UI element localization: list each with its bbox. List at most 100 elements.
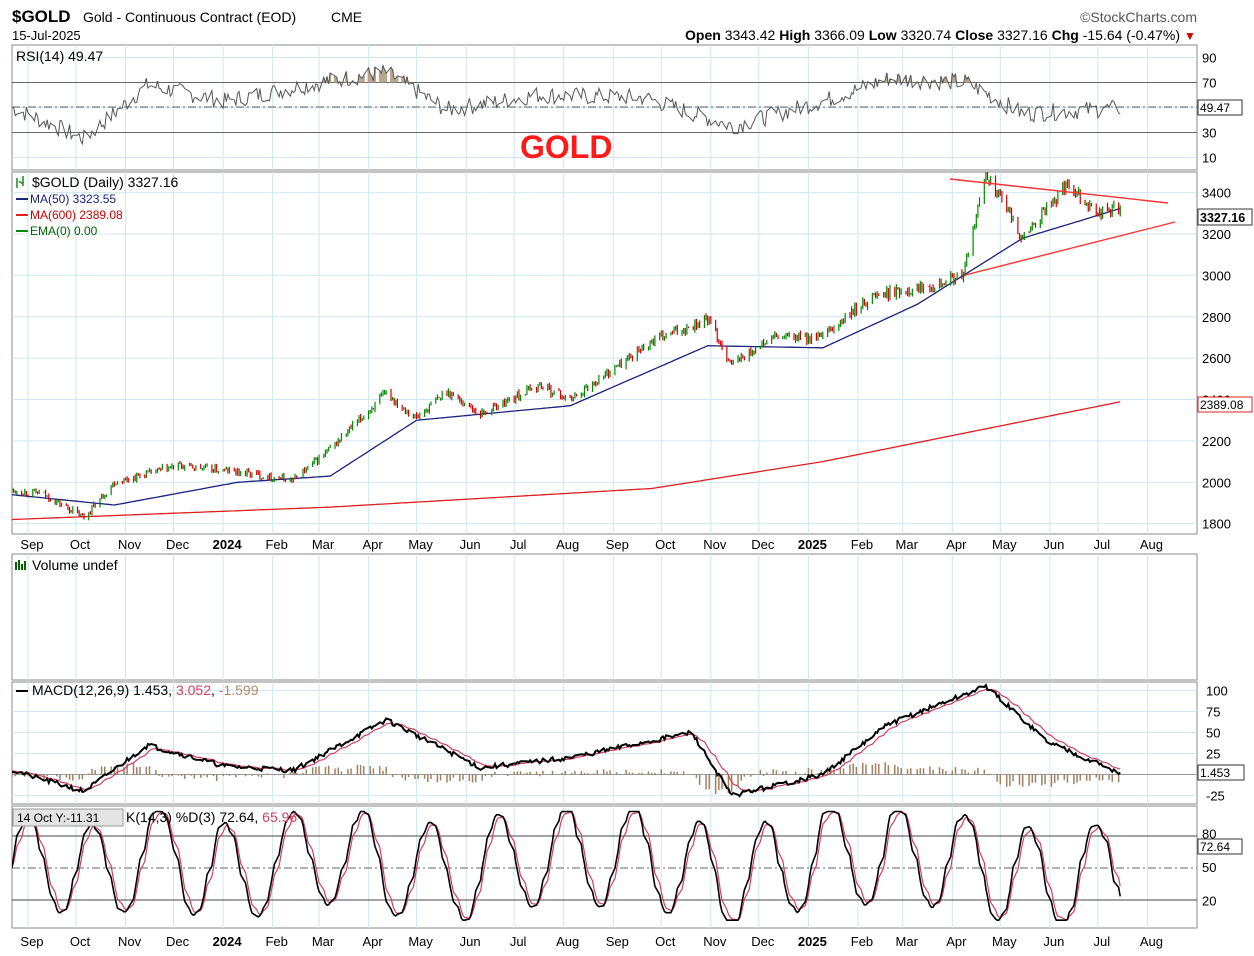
month-tick-label: Mar (312, 537, 335, 552)
stoch-label: K(14,3) %D(3) 72.64, (126, 809, 262, 825)
macd-label: MACD(12,26,9) 1.453, (32, 682, 176, 698)
month-tick-label: Aug (1140, 934, 1163, 949)
date-label: 15-Jul-2025 (12, 28, 81, 43)
price-tick-label: 2600 (1202, 351, 1231, 366)
month-tick-label: Sep (20, 537, 43, 552)
macd-panel (11, 681, 1198, 805)
ma600-legend-label: MA(600) 2389.08 (30, 208, 123, 222)
stoch-current-value: 72.64 (1200, 840, 1230, 854)
ohlc-readout: Open 3343.42 High 3366.09 Low 3320.74 Cl… (685, 27, 1180, 43)
month-tick-label: Jul (510, 537, 527, 552)
rsi-line (12, 64, 1121, 146)
month-tick-label: Jun (460, 537, 481, 552)
gold-annotation: GOLD (520, 129, 612, 165)
volume-legend: Volume undef (15, 557, 118, 573)
price-panel (11, 171, 1198, 535)
month-tick-label: Sep (20, 934, 43, 949)
close-label: Close (955, 27, 993, 43)
month-tick-label: Apr (946, 537, 967, 552)
month-tick-label: Nov (703, 934, 727, 949)
month-tick-label: May (992, 537, 1017, 552)
stoch-plot (12, 810, 1197, 921)
month-tick-label: Aug (556, 934, 579, 949)
month-tick-label: Feb (265, 537, 287, 552)
triangle-upper-trendline (949, 178, 1169, 204)
month-tick-label: Jul (1094, 934, 1111, 949)
month-tick-label: Feb (851, 537, 873, 552)
month-tick-label: Dec (166, 537, 190, 552)
month-tick-label: Jun (1043, 537, 1064, 552)
rsi-tick-label: 70 (1202, 76, 1216, 91)
month-tick-label: Apr (363, 934, 384, 949)
macd-current-value: 1.453 (1200, 766, 1230, 780)
rsi-label: RSI(14) 49.47 (16, 48, 103, 64)
stoch-tick-label: 80 (1202, 827, 1216, 842)
month-tick-label: Dec (751, 537, 775, 552)
rsi-tick-label: 30 (1202, 126, 1216, 141)
month-tick-label: Nov (703, 537, 727, 552)
rsi-current-box: 49.47 (1197, 99, 1243, 116)
grid-lines (12, 45, 1197, 928)
price-tick-label: 2800 (1202, 310, 1231, 325)
rsi-plot (12, 64, 1197, 146)
macd-tick-label: 50 (1206, 725, 1220, 740)
exchange-label: CME (331, 9, 362, 25)
volume-bars-icon (15, 560, 26, 570)
ma600-current-box: 2389.08 (1197, 396, 1253, 413)
month-tick-label: Jul (510, 934, 527, 949)
close-value: 3327.16 (997, 27, 1048, 43)
stoch-tick-label: 20 (1202, 893, 1216, 908)
low-label: Low (869, 27, 897, 43)
month-tick-label: Sep (606, 537, 629, 552)
macd-hist-label: -1.599 (219, 682, 259, 698)
month-tick-label: Feb (265, 934, 287, 949)
ma50-line (12, 207, 1121, 506)
volume-label: Volume undef (32, 557, 118, 573)
price-tick-label: 2000 (1202, 475, 1231, 490)
stoch-tooltip: 14 Oct Y:-11.31 (12, 808, 124, 827)
macd-legend: MACD(12,26,9) 1.453, 3.052, -1.599 (32, 682, 259, 698)
month-tick-label: Jun (460, 934, 481, 949)
month-axis-top: Sep Oct Nov Dec 2024 Feb Mar Apr May Jun Jul Aug Sep… (20, 537, 1163, 552)
symbol-title: $GOLD (12, 7, 71, 26)
ma600-current-value: 2389.08 (1200, 398, 1244, 412)
month-tick-label: Apr (363, 537, 384, 552)
price-legend: $GOLD (Daily) 3327.16 MA(50) 3323.55 MA(… (16, 174, 179, 238)
month-tick-label: Jul (1094, 537, 1111, 552)
macd-tick-label: -25 (1206, 789, 1225, 804)
month-tick-label: Aug (1140, 537, 1163, 552)
month-tick-label: 2024 (213, 537, 243, 552)
ohlc-bars-icon (16, 176, 24, 188)
price-tick-label: 2200 (1202, 434, 1231, 449)
volume-panel (11, 553, 1198, 681)
brand-label: ©StockCharts.com (1080, 9, 1197, 25)
macd-label-separator: , (211, 682, 219, 698)
stoch-legend: K(14,3) %D(3) 72.64, 65.96 (126, 809, 297, 825)
open-label: Open (685, 27, 721, 43)
stoch-current-box: 72.64 (1197, 838, 1243, 855)
open-value: 3343.42 (725, 27, 776, 43)
chg-label: Chg (1052, 27, 1079, 43)
stoch-k-line (12, 810, 1121, 921)
price-bars (12, 172, 1121, 521)
month-tick-label: Apr (946, 934, 967, 949)
month-tick-label: May (992, 934, 1017, 949)
month-tick-label: Mar (896, 537, 919, 552)
price-tick-label: 3400 (1202, 186, 1231, 201)
month-tick-label: Oct (70, 537, 91, 552)
macd-tick-label: 75 (1206, 704, 1220, 719)
price-current-box: 3327.16 (1197, 208, 1253, 226)
month-tick-label: Nov (118, 537, 142, 552)
month-tick-label: Oct (70, 934, 91, 949)
macd-axis: 100 75 50 25 -25 (1206, 683, 1228, 803)
macd-tick-label: 100 (1206, 683, 1228, 698)
stoch-d-label: 65.96 (262, 809, 297, 825)
stoch-tooltip-text: 14 Oct Y:-11.31 (17, 811, 100, 825)
triangle-lower-trendline (964, 221, 1176, 276)
month-tick-label: Oct (655, 537, 676, 552)
rsi-tick-label: 90 (1202, 51, 1216, 66)
month-tick-label: Aug (556, 537, 579, 552)
ma600-line (12, 401, 1121, 521)
macd-plot (12, 683, 1197, 798)
rsi-tick-label: 10 (1202, 151, 1216, 166)
